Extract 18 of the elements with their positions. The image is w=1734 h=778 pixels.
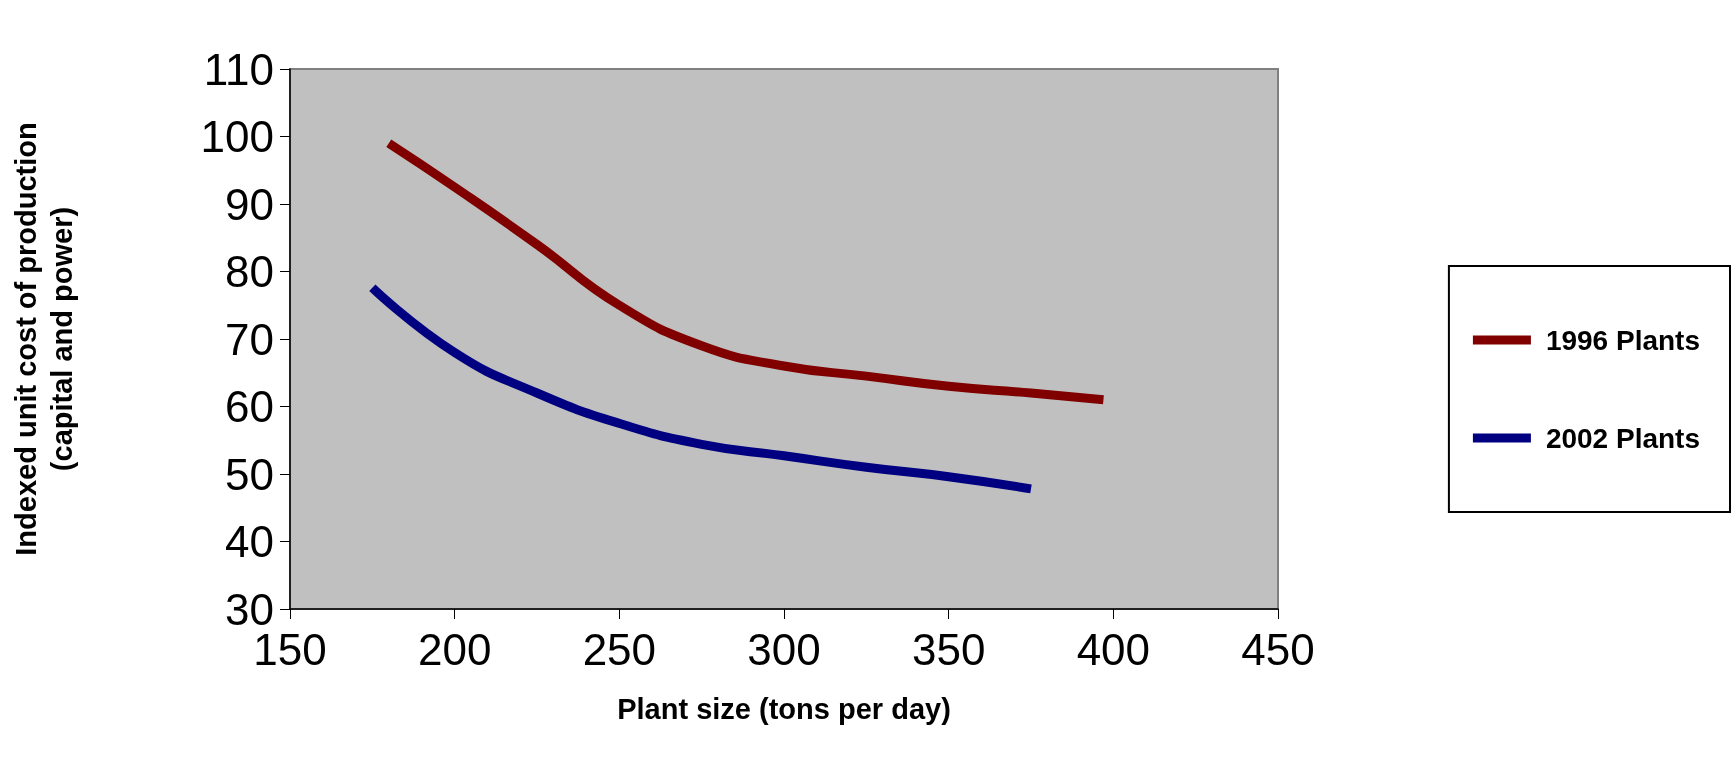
x-axis-title: Plant size (tons per day) — [617, 692, 951, 725]
x-tick-label: 300 — [747, 624, 821, 674]
x-tick-label: 450 — [1241, 624, 1315, 674]
y-tick-label: 50 — [225, 449, 274, 499]
y-tick-label: 90 — [225, 179, 274, 229]
y-axis-title: Indexed unit cost of production (capital and power) — [10, 122, 78, 556]
x-tick-label: 350 — [911, 624, 986, 674]
legend-label: 2002 Plants — [1545, 422, 1701, 454]
x-tick-label: 400 — [1076, 624, 1151, 674]
y-tick-label: 40 — [225, 517, 274, 566]
legend-label: 1996 Plants — [1545, 324, 1701, 356]
y-tick-label: 60 — [225, 382, 274, 431]
y-tick-label: 100 — [200, 112, 274, 161]
x-tick-label: 250 — [582, 624, 657, 674]
y-tick-label: 80 — [225, 247, 274, 296]
x-tick-label: 200 — [417, 624, 492, 674]
y-tick-label: 70 — [225, 314, 274, 364]
y-tick-label: 110 — [203, 44, 274, 94]
